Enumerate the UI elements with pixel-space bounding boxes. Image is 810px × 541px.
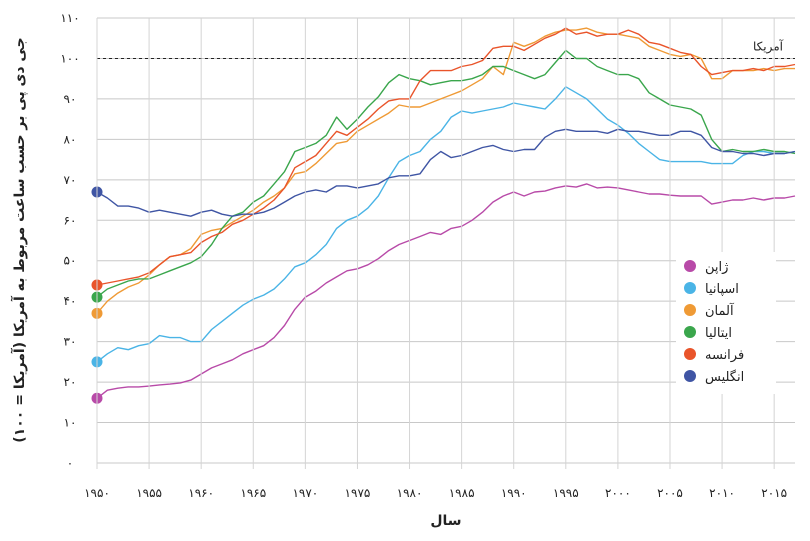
legend-swatch-5 bbox=[684, 370, 696, 382]
legend-swatch-4 bbox=[684, 348, 696, 360]
legend-label-1: اسپانیا bbox=[705, 282, 739, 297]
legend-label-2: آلمان bbox=[705, 302, 735, 319]
x-tick-label: ۲۰۱۰ bbox=[709, 486, 735, 500]
x-tick-label: ۲۰۱۵ bbox=[761, 486, 787, 500]
y-tick-label: ۲۰ bbox=[64, 375, 77, 389]
x-tick-label: ۱۹۷۰ bbox=[292, 486, 318, 500]
x-tick-label: ۱۹۵۵ bbox=[136, 486, 162, 500]
legend-swatch-2 bbox=[684, 304, 696, 316]
legend-label-4: فرانسه bbox=[705, 348, 744, 363]
series-line-1 bbox=[96, 86, 796, 363]
y-tick-label: ۳۰ bbox=[64, 335, 77, 349]
reference-line-group: آمریکا bbox=[97, 38, 795, 59]
x-tick-label: ۱۹۶۰ bbox=[188, 486, 214, 500]
y-tick-label: ۵۰ bbox=[64, 254, 77, 268]
y-tick-label: ۸۰ bbox=[64, 132, 77, 146]
y-tick-labels: ۰ ۱۰ ۲۰ ۳۰ ۴۰ ۵۰ ۶۰ ۷۰ ۸۰ ۹۰ ۱۰۰ ۱۱۰ bbox=[60, 11, 79, 470]
series-line-3 bbox=[96, 49, 796, 298]
y-tick-label: ۶۰ bbox=[64, 213, 77, 227]
legend: ژاپن اسپانیا آلمان ایتالیا فرانسه انگلیس bbox=[676, 252, 776, 394]
y-axis-label: جی دی پی بر حسب ساعت مربوط به آمریکا (آم… bbox=[10, 37, 28, 442]
reference-line-label: آمریکا bbox=[753, 38, 784, 54]
legend-box bbox=[676, 252, 776, 394]
legend-swatch-3 bbox=[684, 326, 696, 338]
series-line-5 bbox=[96, 128, 796, 217]
x-tick-labels: ۱۹۵۰ ۱۹۵۵ ۱۹۶۰ ۱۹۶۵ ۱۹۷۰ ۱۹۷۵ ۱۹۸۰ ۱۹۸۵ ۱۹۹۰ ۱۹۹۵… bbox=[84, 18, 787, 500]
x-tick-label: ۱۹۹۵ bbox=[553, 486, 579, 500]
y-tick-label: ۱۰ bbox=[64, 416, 77, 430]
grid-lines bbox=[97, 17, 795, 424]
series-line-4 bbox=[96, 27, 796, 286]
y-tick-label: ۱۰۰ bbox=[60, 51, 79, 65]
legend-label-3: ایتالیا bbox=[705, 326, 732, 341]
series-lines bbox=[96, 27, 796, 399]
x-axis-label: سال bbox=[430, 513, 461, 529]
series-line-0 bbox=[96, 183, 796, 399]
x-tick-label: ۱۹۸۵ bbox=[449, 486, 475, 500]
x-tick-label: ۱۹۹۰ bbox=[501, 486, 527, 500]
legend-label-0: ژاپن bbox=[705, 260, 728, 275]
legend-label-5: انگلیس bbox=[705, 369, 744, 385]
x-tick-label: ۲۰۰۵ bbox=[657, 486, 683, 500]
series-line-2 bbox=[96, 27, 795, 314]
x-tick-label: ۱۹۸۰ bbox=[397, 486, 423, 500]
x-tick-label: ۱۹۷۵ bbox=[345, 486, 371, 500]
legend-swatch-1 bbox=[684, 282, 696, 294]
x-tick-label: ۲۰۰۰ bbox=[605, 486, 631, 500]
y-tick-label: ۹۰ bbox=[64, 92, 77, 106]
x-tick-label: ۱۹۶۵ bbox=[240, 486, 266, 500]
y-tick-label: ۷۰ bbox=[64, 173, 77, 187]
y-tick-label: ۴۰ bbox=[64, 294, 77, 308]
y-tick-label: ۱۱۰ bbox=[60, 11, 79, 25]
x-tick-label: ۱۹۵۰ bbox=[84, 486, 110, 500]
legend-swatch-0 bbox=[684, 260, 696, 272]
y-tick-label: ۰ bbox=[67, 456, 73, 470]
